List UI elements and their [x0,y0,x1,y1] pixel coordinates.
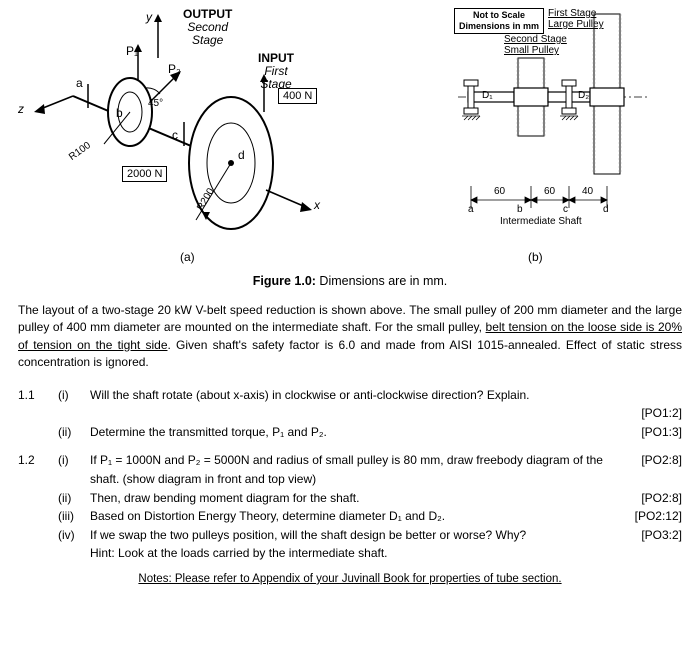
roman-iv-2: (iv) [58,526,90,563]
figure-b: Not to Scale Dimensions in mm First Stag… [368,8,668,268]
force-2000n: 2000 N [122,166,167,182]
q-1-2: 1.2 [18,451,58,488]
input-first: First [264,64,287,78]
output-stage: Stage [192,33,223,47]
q12-iii-po: [PO2:12] [622,507,682,526]
output-bold: OUTPUT [183,7,232,21]
d2-label: D₂ [578,90,589,101]
z-axis-label: z [18,102,24,116]
pt-c: c [563,204,568,215]
node-c: c [172,128,178,142]
sub-b: (b) [528,250,543,264]
roman-i-2: (i) [58,451,90,488]
notes-line: Notes: Please refer to Appendix of your … [18,573,682,585]
d1-label: D₁ [482,90,493,101]
output-stage-label: OUTPUT Second Stage [183,8,232,48]
node-a: a [76,76,83,90]
q12-ii-po: [PO2:8] [622,489,682,508]
figure-caption: Figure 1.0: Dimensions are in mm. [18,274,682,288]
figure-a: y z x OUTPUT Second Stage INPUT First St… [18,8,358,268]
node-d: d [238,148,245,162]
q12-ii-text: Then, draw bending moment diagram for th… [90,489,622,508]
q12-iv-hint: Hint: Look at the loads carried by the i… [90,546,388,560]
q12-iv-text: If we swap the two pulleys position, wil… [90,526,622,563]
input-bold: INPUT [258,51,294,65]
roman-ii: (ii) [58,423,90,442]
intermediate-shaft: Intermediate Shaft [500,216,582,227]
node-b: b [116,106,123,120]
pt-d: d [603,204,609,215]
caption-bold: Figure 1.0: [253,274,316,288]
problem-body: The layout of a two-stage 20 kW V-belt s… [18,302,682,372]
q12-iv-po: [PO3:2] [622,526,682,563]
q12-iv-main: If we swap the two pulleys position, wil… [90,528,526,542]
pt-b: b [517,204,523,215]
y-axis-label: y [146,10,152,24]
q11-i-text: Will the shaft rotate (about x-axis) in … [90,386,622,405]
q-1-1: 1.1 [18,386,58,405]
input-stage-label: INPUT First Stage [258,52,294,92]
p1-label: P₁ [126,44,138,58]
small-pulley-text: Small Pulley [504,45,559,56]
q12-iii-text: Based on Distortion Energy Theory, deter… [90,507,622,526]
angle-label: 45° [148,98,163,109]
dim-60a: 60 [494,186,505,197]
not-to-scale-box: Not to Scale Dimensions in mm [454,8,544,34]
q11-i-po: [PO1:2] [622,404,682,423]
roman-iii-2: (iii) [58,507,90,526]
caption-rest: Dimensions are in mm. [316,274,447,288]
dim-mm: Dimensions in mm [459,21,539,31]
first-stage-label: First Stage Large Pulley [548,8,604,30]
q11-ii-po: [PO1:3] [622,423,682,442]
pt-a: a [468,204,474,215]
dim-60b: 60 [544,186,555,197]
sub-a: (a) [180,250,195,264]
large-pulley-text: Large Pulley [548,19,604,30]
p2-label: P₂ [168,62,181,76]
x-axis-label: x [314,198,320,212]
force-400n: 400 N [278,88,317,104]
q12-i-po: [PO2:8] [622,451,682,488]
second-stage-label: Second Stage Small Pulley [504,34,567,56]
output-second: Second [187,20,228,34]
second-stage-text: Second Stage [504,34,567,45]
dim-40: 40 [582,186,593,197]
roman-i: (i) [58,386,90,405]
first-stage-text: First Stage [548,8,596,19]
q12-i-text: If P₁ = 1000N and P₂ = 5000N and radius … [90,451,622,488]
q11-ii-text: Determine the transmitted torque, P₁ and… [90,423,622,442]
not-to-scale: Not to Scale [473,10,525,20]
roman-ii-2: (ii) [58,489,90,508]
